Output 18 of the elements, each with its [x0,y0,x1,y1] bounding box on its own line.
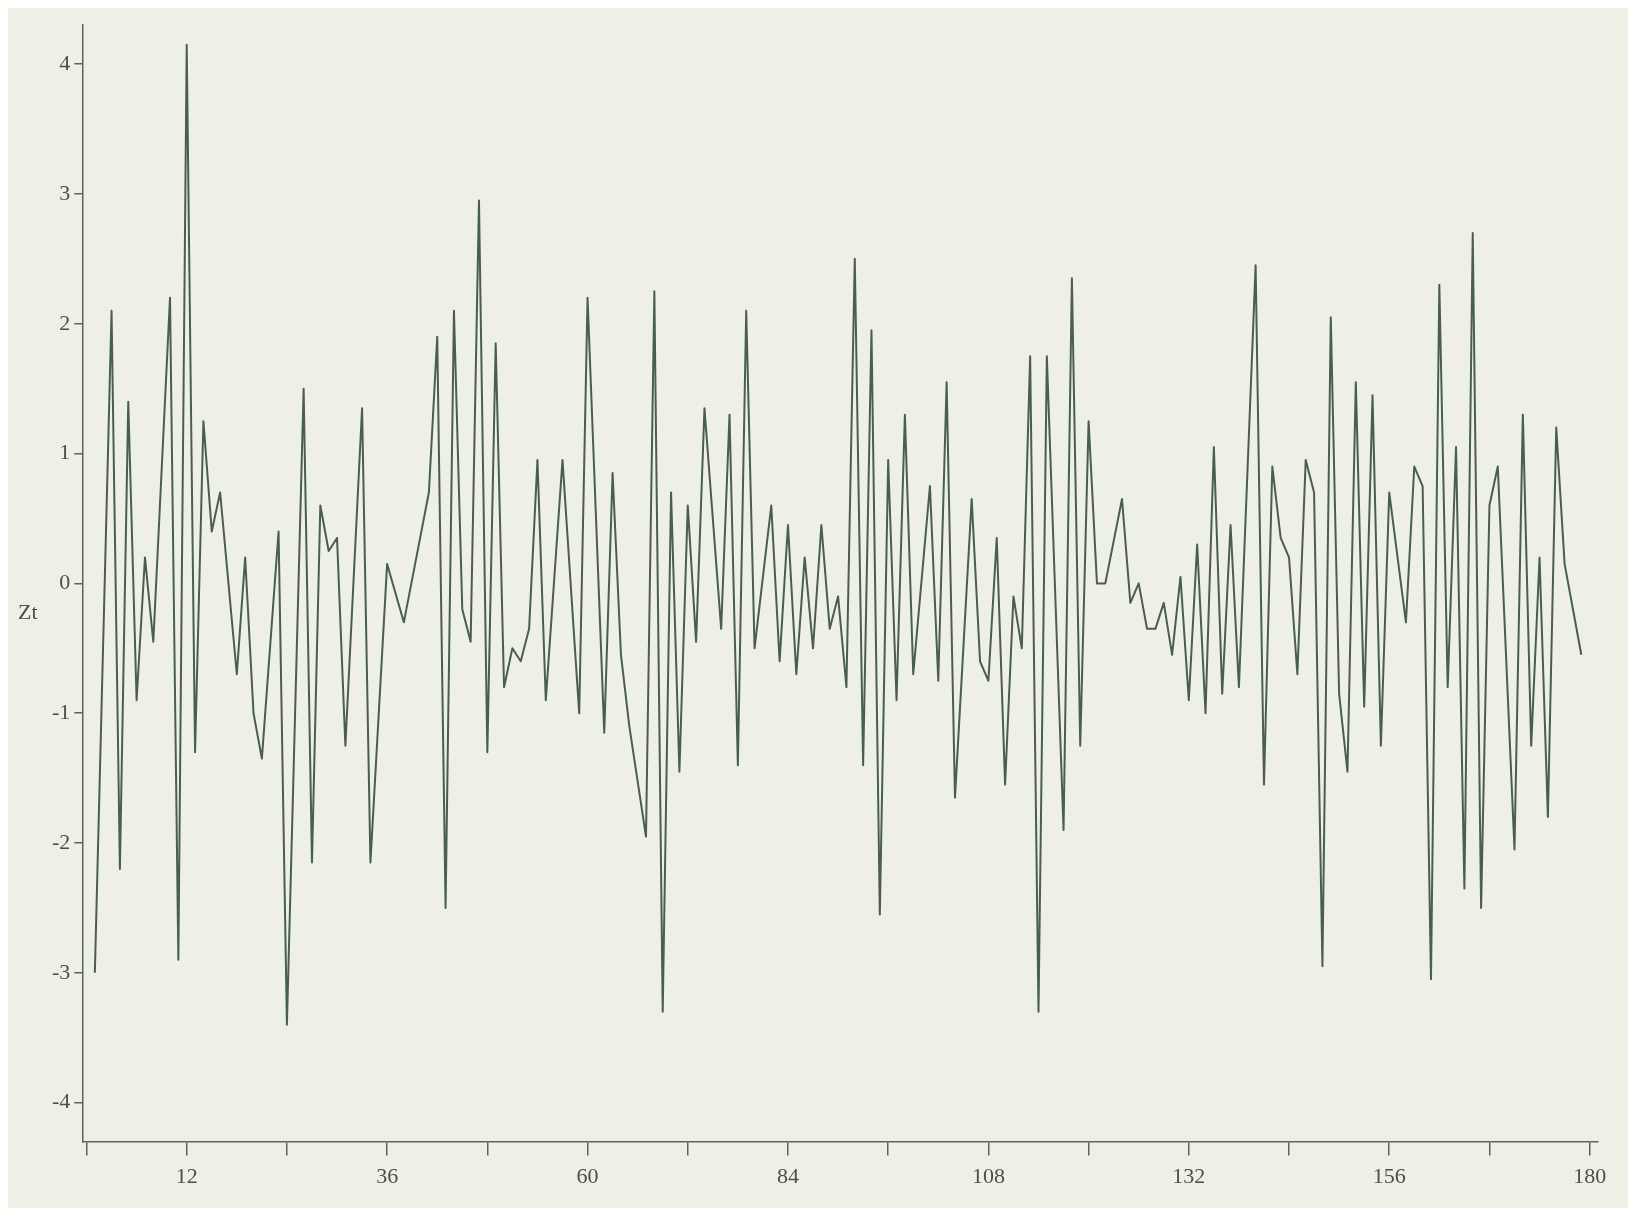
y-tick-label: -4 [52,1088,71,1114]
y-tick-label: 3 [59,179,71,205]
x-tick-label: 36 [376,1162,399,1188]
y-tick-label: 4 [59,49,71,75]
y-tick-label: -2 [52,828,71,854]
y-tick-label: -3 [52,958,71,984]
y-tick-label: 2 [59,309,71,335]
x-tick-label: 132 [1172,1162,1206,1188]
x-tick-label: 180 [1573,1162,1607,1188]
x-tick-label: 156 [1372,1162,1406,1188]
x-tick-label: 108 [971,1162,1005,1188]
y-tick-label: 0 [59,569,71,595]
x-tick-label: 84 [776,1162,799,1188]
y-tick-label: -1 [52,699,71,724]
y-tick-label: 1 [59,439,71,465]
x-tick-label: 12 [175,1162,198,1188]
x-tick-label: 60 [576,1162,599,1188]
y-axis-title: Zt [18,599,38,625]
